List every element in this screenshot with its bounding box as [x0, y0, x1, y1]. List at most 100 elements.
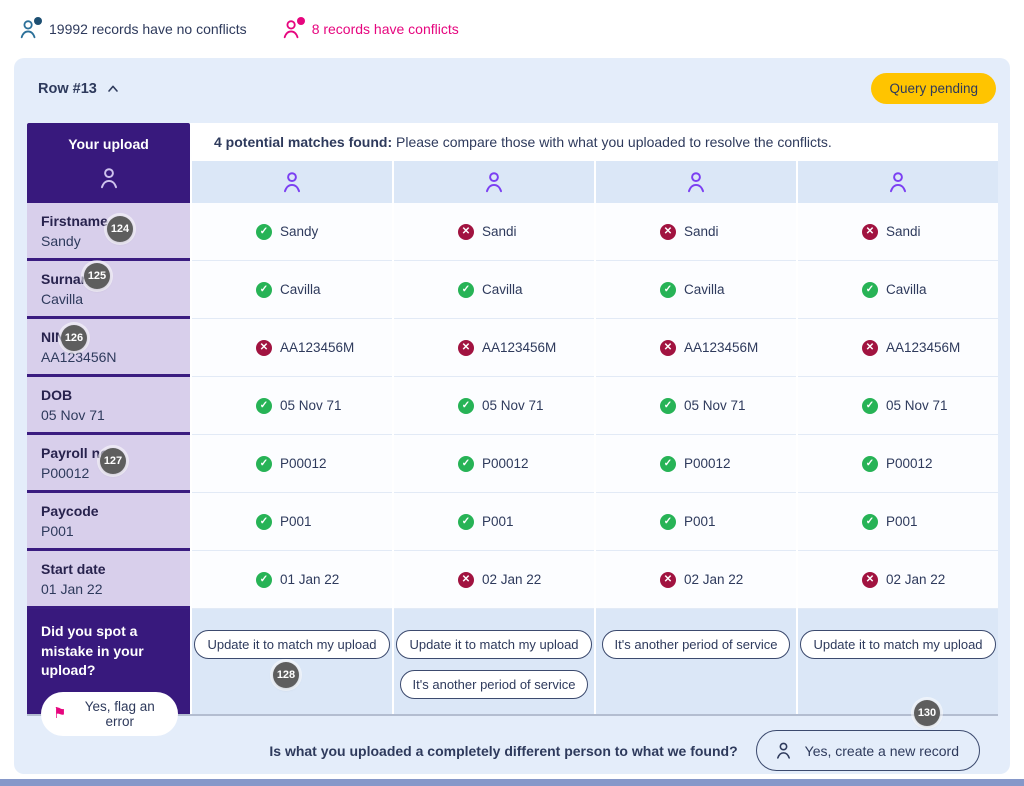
match-cell: P001	[394, 493, 594, 551]
field-value: P001	[41, 523, 74, 539]
person-icon	[683, 169, 709, 195]
update-to-match-upload-button[interactable]: Update it to match my upload	[396, 630, 592, 659]
panel-header: Row #13 Query pending	[38, 73, 996, 104]
match-value: 01 Jan 22	[280, 572, 340, 587]
field-label: Start date	[41, 561, 106, 577]
status-dot-icon	[34, 17, 42, 25]
match-value: AA123456M	[280, 340, 355, 355]
match-value: 05 Nov 71	[684, 398, 746, 413]
different-person-footer: Is what you uploaded a completely differ…	[269, 730, 980, 771]
upload-field-paycode: Paycode P001	[27, 493, 190, 551]
person-icon	[481, 169, 507, 195]
annotation-badge: 128	[273, 662, 299, 688]
match-status-icon	[256, 455, 272, 472]
flag-error-button[interactable]: ⚑ Yes, flag an error	[41, 691, 178, 736]
your-upload-header: Your upload	[27, 123, 190, 203]
match-cell: P00012	[596, 435, 796, 493]
conflicts-label: 8 records have conflicts	[311, 21, 459, 37]
match-cell: 05 Nov 71	[798, 377, 998, 435]
match-value: P00012	[280, 456, 327, 471]
records-status-bar: 19992 records have no conflicts 8 record…	[0, 0, 1024, 58]
person-icon	[279, 169, 305, 195]
match-value: P00012	[684, 456, 731, 471]
match-status-icon	[458, 223, 474, 240]
field-value: Sandy	[41, 233, 81, 249]
match-status-icon	[458, 455, 474, 472]
match-cell: P00012	[192, 435, 392, 493]
match-cell: 05 Nov 71	[394, 377, 594, 435]
match-status-icon	[862, 339, 878, 356]
match-status-icon	[256, 339, 272, 356]
match-value: AA123456M	[684, 340, 759, 355]
match-value: Cavilla	[886, 282, 927, 297]
field-value: P00012	[41, 465, 90, 481]
match-status-icon	[660, 455, 676, 472]
matches-header: 4 potential matches found: Please compar…	[192, 123, 998, 161]
person-icon	[281, 17, 305, 40]
match-status-icon	[862, 513, 878, 530]
match-value: Cavilla	[482, 282, 523, 297]
status-dot-icon	[296, 17, 305, 25]
row-collapse-toggle[interactable]: Row #13	[38, 81, 121, 97]
upload-field-dob: DOB 05 Nov 71	[27, 377, 190, 435]
match-cell: 05 Nov 71	[596, 377, 796, 435]
match-status-icon	[256, 513, 272, 530]
match-cell: AA123456M	[394, 319, 594, 377]
annotation-badge: 125	[84, 263, 110, 289]
update-to-match-upload-button[interactable]: Update it to match my upload	[800, 630, 996, 659]
match-status-icon	[660, 571, 676, 588]
match-status-icon	[458, 513, 474, 530]
person-icon	[885, 169, 911, 195]
your-upload-label: Your upload	[68, 136, 149, 152]
match-value: 05 Nov 71	[280, 398, 342, 413]
match-value: 02 Jan 22	[482, 572, 542, 587]
field-label: Payroll no	[41, 445, 109, 461]
match-value: Cavilla	[684, 282, 725, 297]
match-status-icon	[256, 223, 272, 240]
update-to-match-upload-button[interactable]: Update it to match my upload	[194, 630, 390, 659]
match-value: Cavilla	[280, 282, 321, 297]
conflicts-status[interactable]: 8 records have conflicts	[281, 17, 459, 40]
match-status-icon	[660, 339, 676, 356]
bottom-divider	[0, 779, 1024, 786]
create-new-record-button[interactable]: Yes, create a new record	[755, 730, 980, 771]
match-cell: P001	[192, 493, 392, 551]
match-cell: AA123456M	[798, 319, 998, 377]
match-cell: Cavilla	[394, 261, 594, 319]
match-status-icon	[660, 397, 676, 414]
annotation-badge: 130	[914, 700, 940, 726]
match-status-icon	[660, 281, 676, 298]
match-cell: P00012	[798, 435, 998, 493]
match-cell: 02 Jan 22	[798, 551, 998, 609]
match-cell: Cavilla	[192, 261, 392, 319]
upload-field-start-date: Start date 01 Jan 22	[27, 551, 190, 609]
match-actions-cell: Update it to match my upload	[192, 609, 392, 714]
match-status-icon	[458, 339, 474, 356]
annotation-badge: 126	[61, 325, 87, 351]
another-period-of-service-button[interactable]: It's another period of service	[399, 670, 589, 699]
match-value: 05 Nov 71	[886, 398, 948, 413]
match-status-icon	[660, 223, 676, 240]
match-value: P00012	[482, 456, 529, 471]
query-pending-badge[interactable]: Query pending	[871, 73, 996, 104]
match-cell: Sandy	[192, 203, 392, 261]
match-value: Sandy	[280, 224, 319, 239]
flag-icon: ⚑	[53, 705, 67, 723]
upload-field-firstname: Firstname Sandy	[27, 203, 190, 261]
match-value: Sandi	[684, 224, 719, 239]
mistake-prompt: Did you spot a mistake in your upload?	[41, 623, 144, 679]
match-value: Sandi	[482, 224, 517, 239]
another-period-of-service-button[interactable]: It's another period of service	[601, 630, 791, 659]
match-status-icon	[458, 397, 474, 414]
match-value: 05 Nov 71	[482, 398, 544, 413]
match-value: P001	[684, 514, 716, 529]
match-column-header	[192, 161, 392, 203]
match-cell: P00012	[394, 435, 594, 493]
match-status-icon	[256, 397, 272, 414]
chevron-up-icon	[105, 81, 121, 97]
match-status-icon	[862, 571, 878, 588]
match-cell: P001	[596, 493, 796, 551]
match-cell: 02 Jan 22	[394, 551, 594, 609]
field-value: AA123456N	[41, 349, 117, 365]
match-value: Sandi	[886, 224, 921, 239]
